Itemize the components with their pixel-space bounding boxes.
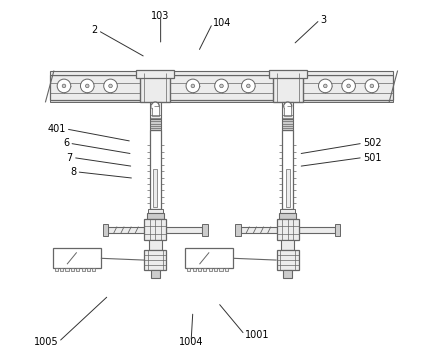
Bar — [50, 71, 393, 75]
Bar — [193, 268, 196, 271]
Bar — [299, 227, 334, 233]
Bar — [276, 219, 299, 240]
Bar — [144, 219, 167, 240]
Circle shape — [342, 79, 355, 93]
Bar — [60, 268, 63, 271]
Bar — [334, 224, 340, 236]
Text: 501: 501 — [363, 153, 381, 163]
Text: 104: 104 — [213, 18, 231, 28]
Bar — [284, 103, 292, 110]
Circle shape — [104, 79, 117, 93]
Bar — [280, 213, 296, 219]
Circle shape — [284, 102, 291, 110]
Text: 2: 2 — [92, 25, 98, 35]
Text: 3: 3 — [320, 15, 326, 25]
Circle shape — [220, 84, 223, 88]
Circle shape — [241, 79, 255, 93]
Text: 7: 7 — [67, 153, 73, 163]
Bar — [286, 169, 290, 207]
Text: 1005: 1005 — [34, 337, 58, 347]
Bar — [284, 270, 292, 278]
Bar — [50, 75, 393, 100]
Text: 1001: 1001 — [245, 330, 269, 340]
Bar — [225, 268, 228, 271]
Bar — [284, 106, 291, 116]
Circle shape — [85, 84, 89, 88]
Bar — [92, 268, 96, 271]
Text: 502: 502 — [363, 138, 381, 148]
Bar — [54, 268, 58, 271]
Bar — [272, 73, 303, 102]
Bar — [82, 268, 85, 271]
Circle shape — [57, 79, 71, 93]
Bar — [150, 102, 161, 119]
Bar — [152, 106, 159, 116]
Bar — [209, 268, 212, 271]
Bar — [219, 268, 222, 271]
Bar — [150, 119, 161, 130]
Bar — [76, 268, 79, 271]
Bar — [53, 248, 101, 268]
Bar — [148, 209, 163, 213]
Text: 1004: 1004 — [179, 337, 203, 347]
Bar — [235, 224, 241, 236]
Circle shape — [365, 79, 379, 93]
Circle shape — [323, 84, 327, 88]
Circle shape — [152, 102, 159, 110]
Circle shape — [247, 84, 250, 88]
Circle shape — [215, 79, 228, 93]
Bar — [187, 268, 190, 271]
Bar — [151, 103, 159, 110]
Bar — [198, 268, 201, 271]
Bar — [153, 169, 157, 207]
Bar — [109, 227, 144, 233]
Bar — [282, 119, 293, 130]
Bar — [276, 250, 299, 270]
Circle shape — [370, 84, 373, 88]
Bar — [147, 213, 163, 219]
Bar — [50, 100, 393, 102]
Circle shape — [62, 84, 66, 88]
Bar — [167, 227, 202, 233]
Bar — [144, 250, 167, 270]
Bar — [280, 209, 295, 213]
Text: 401: 401 — [47, 124, 66, 134]
Bar — [269, 70, 307, 78]
Bar — [140, 73, 171, 102]
Circle shape — [81, 79, 94, 93]
Bar — [281, 240, 294, 250]
Circle shape — [319, 79, 332, 93]
Text: 8: 8 — [70, 167, 77, 177]
Bar — [282, 102, 293, 119]
Bar — [203, 268, 206, 271]
Bar — [185, 248, 233, 268]
Bar — [214, 268, 217, 271]
Bar — [241, 227, 276, 233]
Bar — [202, 224, 208, 236]
Circle shape — [191, 84, 194, 88]
Bar — [282, 130, 293, 209]
Bar — [71, 268, 74, 271]
Text: 6: 6 — [63, 138, 70, 148]
Bar — [150, 130, 161, 209]
Bar — [136, 70, 174, 78]
Bar — [151, 270, 159, 278]
Bar — [103, 224, 109, 236]
Bar — [66, 268, 69, 271]
Circle shape — [109, 84, 113, 88]
Bar — [87, 268, 90, 271]
Text: 103: 103 — [152, 11, 170, 21]
Circle shape — [347, 84, 350, 88]
Bar — [149, 240, 162, 250]
Circle shape — [186, 79, 200, 93]
